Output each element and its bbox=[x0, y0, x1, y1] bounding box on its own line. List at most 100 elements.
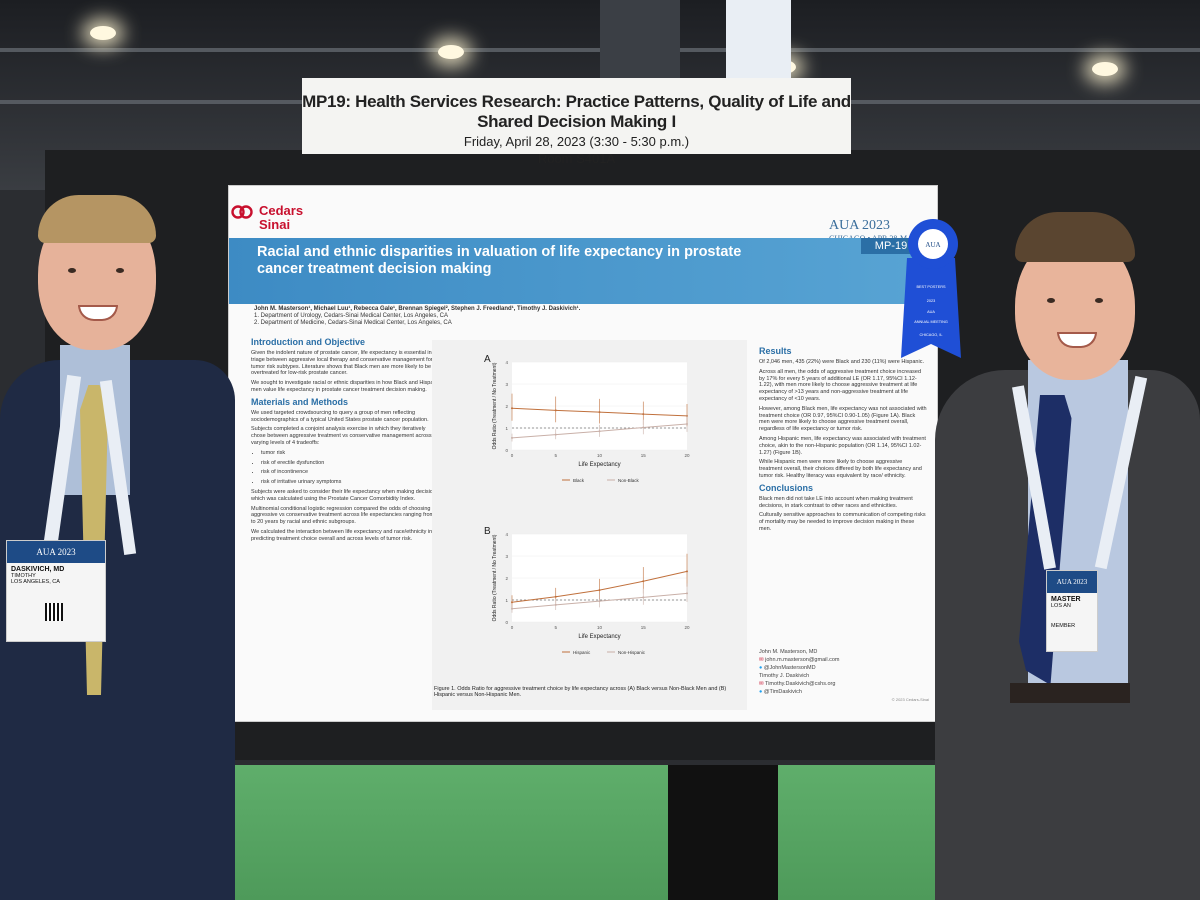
poster-title: Racial and ethnic disparities in valuati… bbox=[257, 244, 742, 277]
list-item: risk of irritative urinary symptoms bbox=[261, 479, 441, 486]
results-paragraph: Of 2,046 men, 435 (22%) were Black and 2… bbox=[759, 359, 924, 365]
x-tick-label: 10 bbox=[597, 625, 603, 630]
x-axis-label: Life Expectancy bbox=[578, 634, 620, 640]
twitter-handle: @TimDaskivich bbox=[763, 689, 802, 695]
ribbon-line5: CHICAGO, IL bbox=[920, 333, 943, 337]
x-axis-label: Life Expectancy bbox=[578, 462, 620, 468]
badge-name: DASKIVICH, MD bbox=[11, 566, 65, 573]
contact1-email: ✉ john.m.masterson@gmail.com bbox=[759, 656, 929, 664]
data-point bbox=[642, 413, 645, 416]
y-tick-label: 3 bbox=[505, 382, 508, 387]
contact1-twitter: ● @JohnMastersonMD bbox=[759, 664, 929, 672]
y-tick-label: 3 bbox=[505, 554, 508, 559]
affiliation-2: 2. Department of Medicine, Cedars-Sinai … bbox=[254, 320, 452, 326]
contact2-twitter: ● @TimDaskivich bbox=[759, 688, 929, 696]
name-badge-right: AUA 2023 MASTER LOS AN MEMBER bbox=[1046, 570, 1098, 652]
org-line2: Sinai bbox=[259, 217, 291, 232]
legend-label: Non-Black bbox=[618, 478, 640, 483]
results-paragraph: Across all men, the odds of aggressive t… bbox=[759, 368, 922, 402]
y-tick-label: 0 bbox=[505, 448, 508, 453]
y-axis-label: Odds Ratio (Treatment / No Treatment) bbox=[492, 534, 498, 621]
results-paragraph: However, among Black men, life expectanc… bbox=[759, 405, 927, 433]
y-axis-label: Odds Ratio (Treatment / No Treatment) bbox=[492, 362, 498, 449]
chart-a: A 0 1 2 3 4 0 5 10 15 20 Life Expectancy Odds Ratio … bbox=[432, 340, 747, 510]
y-tick-label: 1 bbox=[505, 598, 508, 603]
hanging-banner bbox=[726, 0, 791, 90]
data-point bbox=[642, 580, 645, 583]
y-tick-label: 0 bbox=[505, 620, 508, 625]
panel-label: B bbox=[484, 526, 491, 537]
cedars-sinai-logo-icon bbox=[231, 205, 253, 219]
eye bbox=[1095, 298, 1103, 303]
ceiling-light bbox=[90, 26, 116, 40]
y-tick-label: 2 bbox=[505, 404, 508, 409]
data-point bbox=[554, 595, 557, 598]
ribbon-line2: 2023 bbox=[927, 299, 935, 303]
data-point bbox=[598, 589, 601, 592]
data-point bbox=[598, 411, 601, 414]
methods-heading: Materials and Methods bbox=[251, 396, 349, 407]
methods-paragraph: We used targeted crowdsourcing to query … bbox=[251, 409, 429, 423]
session-sign: MP19: Health Services Research: Practice… bbox=[302, 78, 851, 166]
contact2-email: ✉ Timothy.Daskivich@cshs.org bbox=[759, 680, 929, 688]
data-point bbox=[686, 423, 688, 426]
panel-label: A bbox=[484, 354, 491, 365]
results-paragraph: Among Hispanic men, life expectancy was … bbox=[759, 435, 926, 456]
ceiling-light bbox=[1092, 62, 1118, 76]
smile bbox=[78, 305, 118, 321]
cedars-sinai-wordmark: Cedars Sinai bbox=[259, 204, 303, 232]
methods-paragraph: Multinomial conditional logistic regress… bbox=[251, 505, 439, 526]
right-column: Results Of 2,046 men, 435 (22%) were Bla… bbox=[759, 343, 927, 536]
qr-code-icon bbox=[45, 603, 63, 621]
data-point bbox=[686, 592, 688, 595]
x-tick-label: 15 bbox=[641, 625, 647, 630]
y-tick-label: 2 bbox=[505, 576, 508, 581]
x-tick-label: 0 bbox=[511, 453, 514, 458]
chart-b: B 0 1 2 3 4 0 5 10 15 20 Life Expectancy Odds Ratio … bbox=[432, 512, 747, 682]
badge-header: AUA 2023 bbox=[1047, 571, 1097, 593]
data-point bbox=[642, 596, 645, 599]
data-point bbox=[554, 409, 557, 412]
list-item: risk of incontinence bbox=[261, 469, 441, 476]
data-point bbox=[598, 430, 601, 433]
conclusions-paragraph: Black men did not take LE into account w… bbox=[759, 495, 913, 509]
list-item: tumor risk bbox=[261, 450, 441, 457]
right-person-hair bbox=[1015, 212, 1135, 262]
left-column: Introduction and Objective Given the ind… bbox=[251, 334, 441, 546]
x-tick-label: 0 bbox=[511, 625, 514, 630]
session-date: Friday, April 28, 2023 (3:30 - 5:30 p.m.… bbox=[463, 134, 690, 149]
eye bbox=[1047, 298, 1055, 303]
contact1-name: John M. Masterson, MD bbox=[759, 649, 818, 655]
x-tick-label: 10 bbox=[597, 453, 603, 458]
mail-icon: ✉ bbox=[759, 657, 766, 663]
twitter-icon: ● bbox=[759, 665, 764, 671]
ceiling-light bbox=[438, 45, 464, 59]
ribbon-line3: AUA bbox=[927, 310, 935, 314]
data-point bbox=[642, 426, 645, 429]
x-tick-label: 15 bbox=[641, 453, 647, 458]
legend-label: Hispanic bbox=[573, 650, 591, 655]
tradeoff-list: tumor risk risk of erectile dysfunction … bbox=[251, 450, 441, 486]
methods-paragraph: Subjects were asked to consider their li… bbox=[251, 488, 441, 502]
badge-city: LOS AN bbox=[1051, 603, 1071, 609]
ribbon-center bbox=[918, 229, 948, 259]
eye bbox=[68, 268, 76, 273]
figure-panel: A 0 1 2 3 4 0 5 10 15 20 Life Expectancy Odds Ratio … bbox=[432, 340, 747, 710]
figure-caption: Figure 1. Odds Ratio for aggressive trea… bbox=[434, 686, 727, 698]
ribbon-line4: ANNUAL MEETING bbox=[914, 320, 948, 324]
legend-label: Black bbox=[573, 478, 585, 483]
data-point bbox=[686, 570, 688, 573]
intro-paragraph: Given the indolent nature of prostate ca… bbox=[251, 350, 440, 377]
results-paragraph: While Hispanic men were more likely to c… bbox=[759, 459, 922, 479]
x-tick-label: 20 bbox=[684, 453, 690, 458]
best-poster-ribbon: AUA BEST POSTERS 2023 AUA ANNUAL MEETING… bbox=[901, 219, 961, 358]
badge-member-type: MEMBER bbox=[1051, 623, 1076, 629]
x-tick-label: 20 bbox=[684, 625, 690, 630]
data-point bbox=[554, 603, 557, 606]
data-point bbox=[511, 601, 513, 604]
data-point bbox=[511, 436, 513, 439]
email-text: john.m.masterson@gmail.com bbox=[765, 657, 840, 663]
methods-paragraph: Subjects completed a conjoint analysis e… bbox=[251, 426, 432, 446]
email-text: Timothy.Daskivich@cshs.org bbox=[765, 681, 836, 687]
title-banner: Racial and ethnic disparities in valuati… bbox=[229, 238, 937, 304]
